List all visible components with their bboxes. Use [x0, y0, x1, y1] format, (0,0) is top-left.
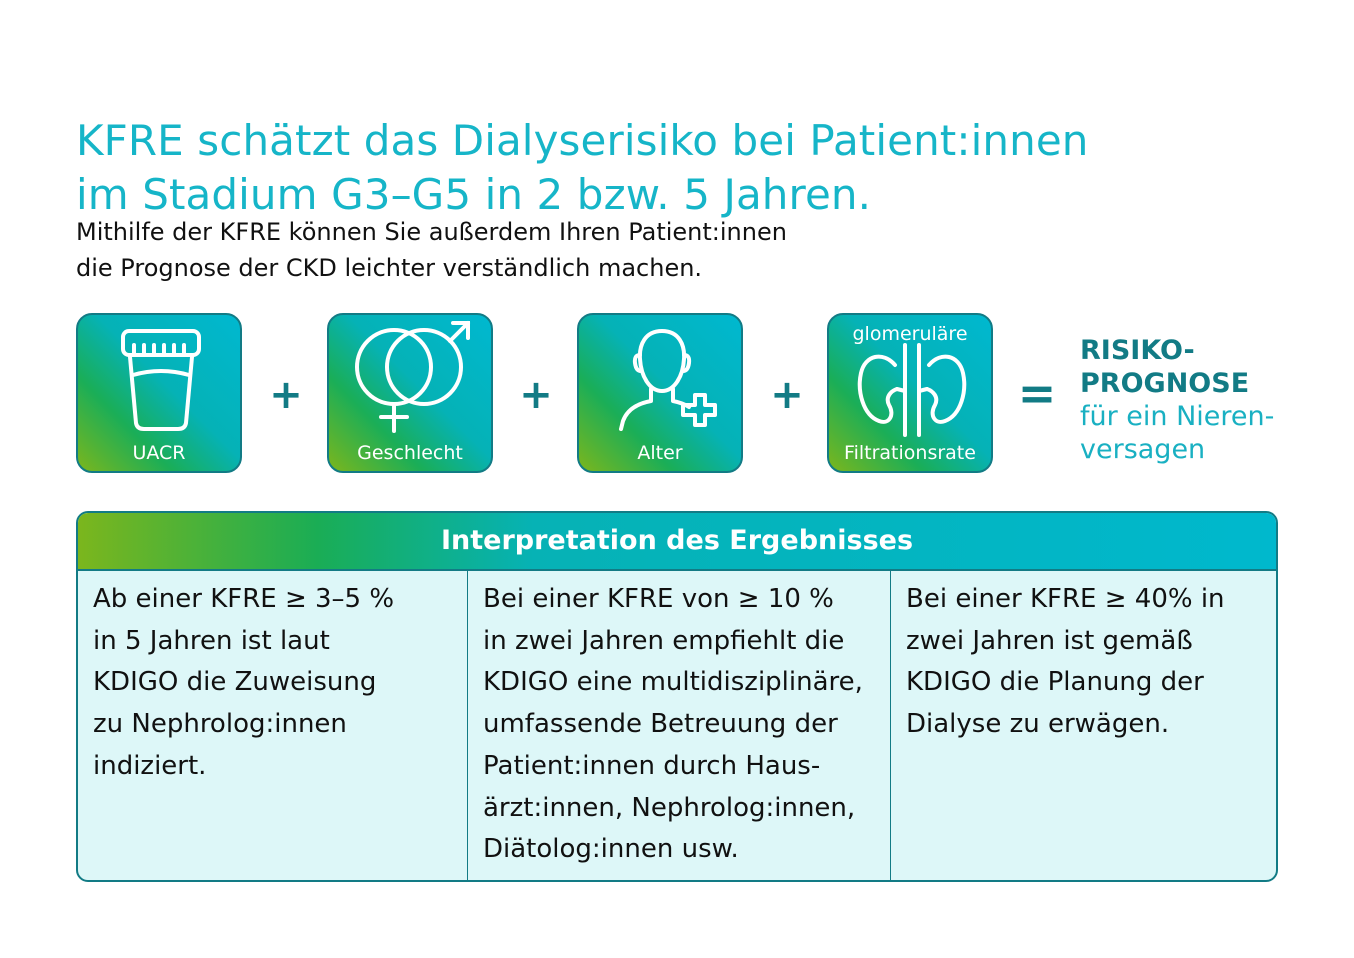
cell-3-line: Bei einer KFRE ≥ 40% in	[906, 584, 1225, 614]
urine-cup-icon	[121, 329, 201, 431]
tile-label-geschlecht: Geschlecht	[357, 442, 463, 464]
result-line-1: RISIKO-	[1080, 335, 1195, 366]
cell-2-line: Bei einer KFRE von ≥ 10 %	[483, 584, 834, 614]
page-subtitle: Mithilfe der KFRE können Sie außerdem Ih…	[76, 214, 976, 286]
plus-sign-3: +	[770, 372, 804, 418]
tile-alter: Alter	[577, 313, 743, 473]
risk-result: RISIKO- PROGNOSE für ein Nieren- versage…	[1080, 334, 1340, 466]
kidneys-icon	[857, 343, 967, 437]
cell-2-line: in zwei Jahren empfiehlt die	[483, 625, 845, 656]
cell-2-line: ärzt:innen, Nephrolog:innen,	[483, 792, 856, 823]
tile-label-uacr: UACR	[132, 442, 186, 464]
cell-3-line: Dialyse zu erwägen.	[906, 709, 1170, 740]
cell-2-line: Diätolog:innen usw.	[483, 834, 739, 865]
interpretation-cell-2: Bei einer KFRE von ≥ 10 % in zwei Jahren…	[467, 571, 890, 880]
cell-2-line: Patient:innen durch Haus-	[483, 750, 821, 781]
cell-1-line: zu Nephrolog:innen	[93, 709, 347, 740]
cell-1-line: Ab einer KFRE ≥ 3–5 %	[93, 584, 395, 614]
gender-symbols-icon	[355, 321, 470, 433]
cell-3-line: KDIGO die Planung der	[906, 667, 1204, 698]
plus-sign-2: +	[519, 372, 553, 418]
result-line-4: versagen	[1080, 434, 1206, 465]
tile-label-gfr: Filtrationsrate	[844, 442, 976, 464]
title-line-1: KFRE schätzt das Dialyserisiko bei Patie…	[76, 116, 1089, 166]
subtitle-line-1: Mithilfe der KFRE können Sie außerdem Ih…	[76, 218, 787, 246]
cell-1-line: indiziert.	[93, 750, 207, 781]
cell-2-line: KDIGO eine multidisziplinäre,	[483, 667, 863, 698]
tile-gfr: glomeruläre Filtrationsrate	[827, 313, 993, 473]
cell-1-line: in 5 Jahren ist laut	[93, 625, 330, 656]
result-line-3: für ein Nieren-	[1080, 401, 1275, 432]
interpretation-cell-1: Ab einer KFRE ≥ 3–5 % in 5 Jahren ist la…	[78, 571, 467, 880]
subtitle-line-2: die Prognose der CKD leichter verständli…	[76, 254, 703, 282]
tile-toplabel-gfr: glomeruläre	[852, 323, 968, 345]
tile-geschlecht: Geschlecht	[327, 313, 493, 473]
cell-1-line: KDIGO die Zuweisung	[93, 667, 377, 698]
interpretation-table: Interpretation des Ergebnisses Ab einer …	[76, 511, 1278, 882]
interpretation-cell-3: Bei einer KFRE ≥ 40% in zwei Jahren ist …	[890, 571, 1276, 880]
tile-uacr: UACR	[76, 313, 242, 473]
cell-3-line: zwei Jahren ist gemäß	[906, 625, 1193, 656]
tile-label-alter: Alter	[637, 442, 683, 464]
result-line-2: PROGNOSE	[1080, 368, 1250, 399]
equals-sign: =	[1017, 366, 1057, 420]
cell-2-line: umfassende Betreuung der	[483, 709, 838, 740]
title-line-2: im Stadium G3–G5 in 2 bzw. 5 Jahren.	[76, 170, 872, 220]
plus-sign-1: +	[269, 372, 303, 418]
interpretation-title: Interpretation des Ergebnisses	[78, 513, 1276, 571]
page-title: KFRE schätzt das Dialyserisiko bei Patie…	[76, 114, 1276, 222]
person-plus-icon	[619, 329, 717, 431]
